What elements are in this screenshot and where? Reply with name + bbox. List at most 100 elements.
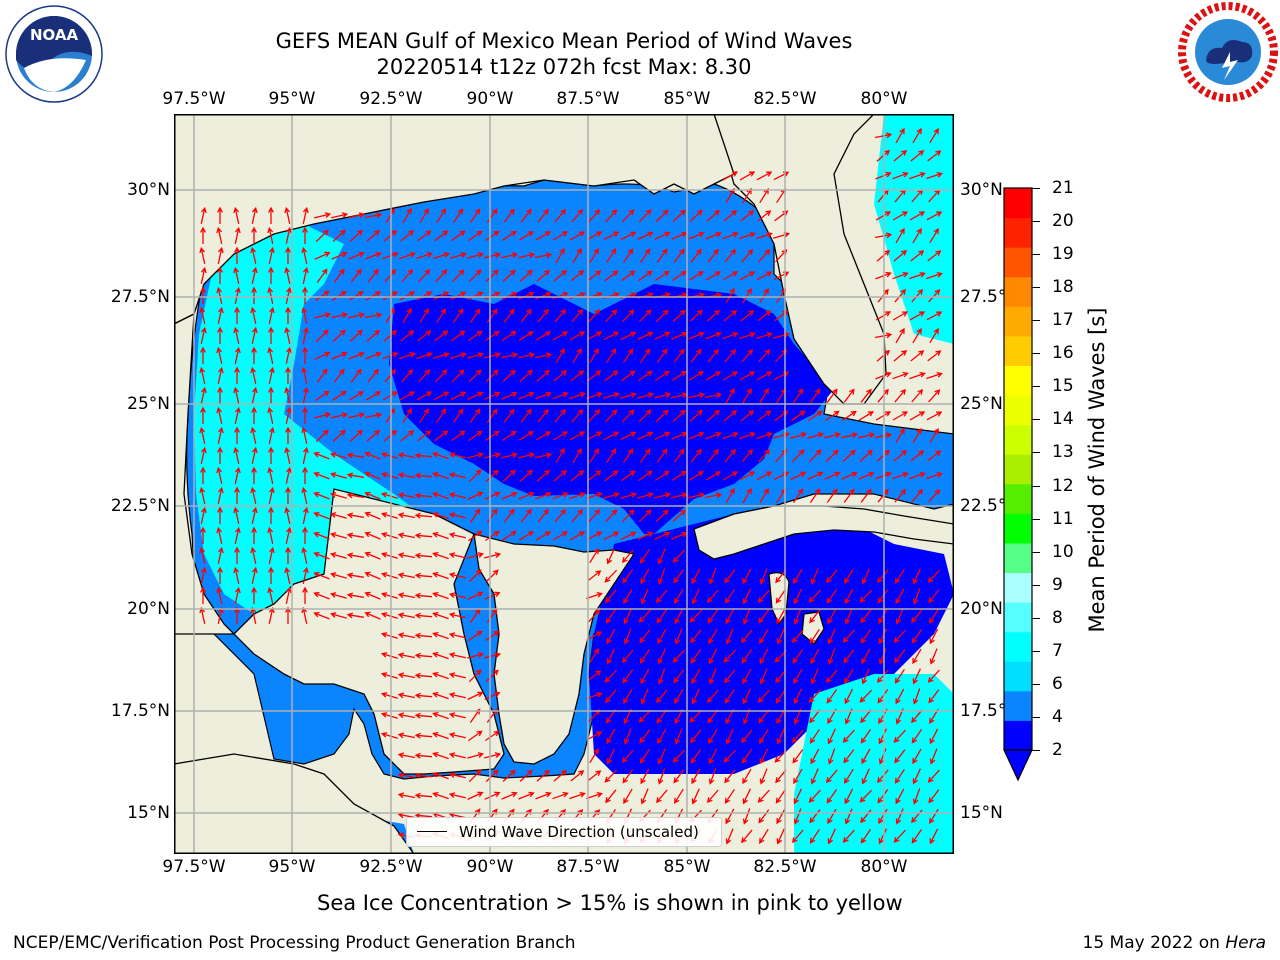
wind-wave-arrow <box>251 446 258 464</box>
wind-wave-arrow <box>758 249 771 263</box>
wind-wave-arrow <box>672 309 686 322</box>
wind-wave-arrow <box>448 712 466 719</box>
wind-wave-arrow <box>876 349 891 362</box>
wind-wave-arrow <box>874 232 893 239</box>
wind-wave-arrow <box>284 326 291 344</box>
colorbar-tick-mark <box>1032 188 1040 189</box>
wind-wave-arrow <box>688 431 705 440</box>
wind-wave-arrow <box>912 127 922 144</box>
wind-wave-arrow <box>725 628 734 645</box>
wind-wave-arrow <box>536 469 551 482</box>
wind-wave-arrow <box>705 331 722 340</box>
wind-wave-arrow <box>809 809 821 824</box>
wind-wave-arrow <box>468 430 483 442</box>
wind-wave-arrow <box>893 250 908 262</box>
wind-wave-arrow <box>217 546 224 564</box>
wind-wave-arrow <box>502 269 516 282</box>
wind-wave-arrow <box>267 526 274 544</box>
wind-wave-arrow <box>673 348 685 363</box>
wind-wave-arrow <box>605 209 618 223</box>
wind-wave-arrow <box>860 388 872 403</box>
wind-wave-arrow <box>656 689 668 704</box>
wind-wave-arrow <box>722 171 739 181</box>
wind-wave-arrow <box>606 648 615 665</box>
wind-wave-arrow <box>858 471 875 480</box>
wind-wave-arrow <box>250 606 257 624</box>
wind-wave-arrow <box>485 769 499 783</box>
wind-wave-arrow <box>742 668 752 685</box>
wind-wave-arrow <box>708 648 718 665</box>
wind-wave-arrow <box>484 791 501 800</box>
wind-wave-arrow <box>554 308 566 323</box>
wind-wave-arrow <box>639 748 650 764</box>
wind-wave-arrow <box>384 268 396 283</box>
wind-wave-arrow <box>302 206 309 224</box>
wind-wave-arrow <box>793 808 802 825</box>
wind-wave-arrow <box>844 688 854 705</box>
wind-wave-arrow <box>285 246 291 264</box>
ocean-low-region-gulf <box>389 284 834 534</box>
wind-wave-arrow <box>640 768 650 785</box>
wind-wave-arrow <box>775 689 787 704</box>
wind-wave-arrow <box>759 188 769 204</box>
wind-wave-arrow <box>926 171 943 180</box>
wind-wave-arrow <box>432 591 449 600</box>
wind-wave-arrow <box>725 187 735 204</box>
wind-wave-arrow <box>621 749 634 764</box>
wind-wave-arrow <box>399 291 416 301</box>
wind-wave-arrow <box>367 268 379 283</box>
wind-wave-arrow <box>759 768 768 785</box>
wind-wave-arrow <box>742 688 751 705</box>
wind-wave-arrow <box>876 449 891 462</box>
wind-wave-arrow <box>414 632 433 639</box>
wind-wave-arrow <box>741 348 754 363</box>
wind-wave-arrow <box>860 809 872 824</box>
wind-wave-arrow <box>268 206 274 224</box>
wind-wave-arrow <box>588 509 601 523</box>
wind-wave-arrow <box>501 491 518 500</box>
wind-wave-arrow <box>673 248 685 263</box>
wind-wave-arrow <box>501 330 517 341</box>
wind-wave-arrow <box>432 731 449 740</box>
wind-wave-arrow <box>469 408 481 423</box>
colorbar-tick-label: 2 <box>1052 740 1063 760</box>
wind-wave-arrow <box>604 370 619 382</box>
wind-wave-arrow <box>268 446 274 464</box>
wind-wave-arrow <box>414 732 433 739</box>
wind-wave-arrow <box>657 668 666 685</box>
wind-wave-arrow <box>333 368 345 383</box>
wind-wave-arrow <box>251 266 258 284</box>
wind-wave-arrow <box>909 371 926 380</box>
wind-wave-arrow <box>926 271 943 280</box>
wind-wave-arrow <box>673 448 685 463</box>
wind-wave-arrow <box>844 808 853 825</box>
wind-wave-arrow <box>330 552 347 559</box>
wind-wave-arrow <box>486 408 498 423</box>
wind-wave-arrow <box>331 412 349 419</box>
wind-wave-arrow <box>468 669 482 683</box>
wind-wave-arrow <box>330 572 347 579</box>
wind-wave-arrow <box>895 588 905 605</box>
wind-wave-arrow <box>436 408 447 424</box>
wind-wave-arrow <box>200 506 207 524</box>
wind-wave-arrow <box>895 788 905 805</box>
wind-wave-arrow <box>723 749 736 763</box>
wind-wave-arrow <box>302 286 308 304</box>
wind-wave-arrow <box>894 768 905 784</box>
wind-wave-arrow <box>397 632 416 639</box>
wind-wave-arrow <box>332 329 346 342</box>
wind-wave-arrow <box>397 672 416 679</box>
wind-wave-arrow <box>535 391 552 400</box>
wind-wave-arrow <box>267 346 274 364</box>
wind-wave-arrow <box>791 449 805 463</box>
wind-wave-arrow <box>553 270 568 282</box>
wind-wave-arrow <box>417 330 432 342</box>
wind-wave-arrow <box>688 492 706 499</box>
wind-wave-arrow <box>268 386 274 404</box>
wind-wave-arrow <box>348 212 366 219</box>
wind-wave-arrow <box>893 829 906 843</box>
map-frame <box>174 114 954 854</box>
wind-wave-arrow <box>485 369 499 383</box>
wind-wave-arrow <box>827 728 836 745</box>
wind-wave-arrow <box>654 392 672 399</box>
